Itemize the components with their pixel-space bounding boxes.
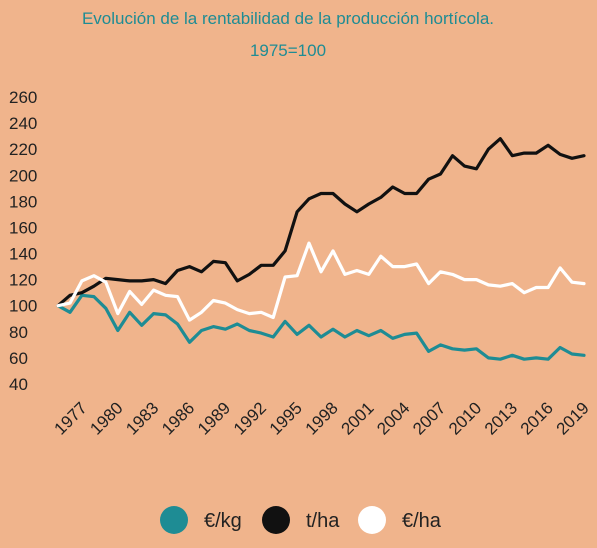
chart-title: Evolución de la rentabilidad de la produ… (82, 9, 494, 28)
series-lines (56, 137, 586, 361)
legend-marker (262, 506, 290, 534)
y-tick-label: 220 (9, 140, 37, 159)
y-tick-label: 120 (9, 271, 37, 290)
x-tick-label: 2001 (337, 398, 377, 438)
x-tick-label: 2016 (517, 398, 557, 438)
y-tick-label: 80 (9, 323, 28, 342)
y-tick-label: 200 (9, 166, 37, 185)
y-tick-label: 260 (9, 88, 37, 107)
y-tick-label: 60 (9, 349, 28, 368)
y-tick-label: 180 (9, 192, 37, 211)
x-tick-label: 2019 (553, 398, 593, 438)
y-tick-label: 160 (9, 218, 37, 237)
y-axis-ticks: 40 60 80 100 120 140 160 180 200 220 240 260 (9, 88, 37, 394)
x-tick-label: 1995 (266, 398, 306, 438)
x-tick-label: 2013 (481, 398, 521, 438)
legend-label: €/ha (402, 510, 442, 532)
legend-marker (358, 506, 386, 534)
y-tick-label: 140 (9, 245, 37, 264)
legend: €/kg t/ha €/ha (160, 506, 442, 534)
legend-label: t/ha (306, 510, 340, 532)
y-tick-label: 40 (9, 375, 28, 394)
series-line-1 (56, 293, 586, 361)
y-tick-label: 100 (9, 297, 37, 316)
y-tick-label: 240 (9, 114, 37, 133)
x-tick-label: 2007 (409, 398, 449, 438)
x-tick-label: 1980 (86, 398, 126, 438)
series-line-3 (56, 241, 586, 322)
x-tick-label: 1983 (122, 398, 162, 438)
x-tick-label: 1998 (302, 398, 342, 438)
series-line-2 (56, 137, 586, 308)
legend-label: €/kg (204, 510, 242, 532)
x-tick-label: 1986 (158, 398, 198, 438)
x-axis-ticks: 1977198019831986198919921995199820012004… (51, 398, 593, 438)
x-tick-label: 2004 (373, 398, 413, 438)
x-tick-label: 1977 (51, 398, 91, 438)
x-tick-label: 1989 (194, 398, 234, 438)
legend-marker (160, 506, 188, 534)
x-tick-label: 2010 (445, 398, 485, 438)
x-tick-label: 1992 (230, 398, 270, 438)
chart-subtitle: 1975=100 (250, 41, 326, 60)
